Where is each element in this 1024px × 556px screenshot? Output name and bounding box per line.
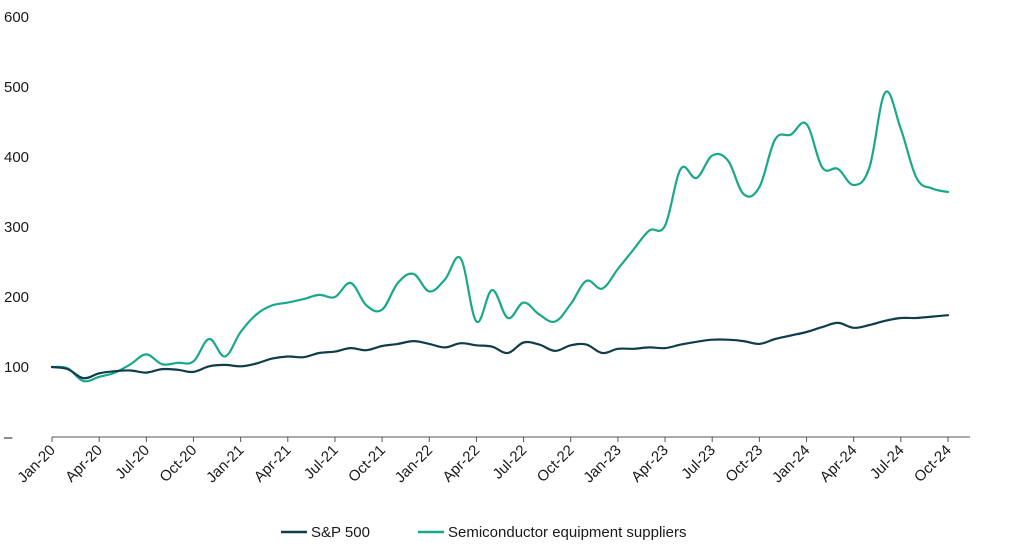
x-tick-label: Jul-21 xyxy=(301,442,342,483)
x-tick-label: Oct-22 xyxy=(534,442,578,486)
x-tick-label: Jan-20 xyxy=(14,442,58,486)
series-line-semiconductor-equipment xyxy=(50,90,950,383)
y-tick-label: 300 xyxy=(4,219,29,236)
x-tick-label: Oct-21 xyxy=(345,442,389,486)
x-tick-label: Jan-22 xyxy=(392,442,436,486)
x-axis: Jan-20 Apr-20 Jul-20 Oct-20 Jan-21 Apr-21 Jul-… xyxy=(14,436,970,486)
y-tick-label: 400 xyxy=(4,149,29,166)
x-tick-label: Jan-24 xyxy=(769,442,813,486)
x-tick-label: Apr-23 xyxy=(628,442,672,486)
legend-semiconductor-equipment-label: Semiconductor equipment suppliers xyxy=(448,524,686,541)
x-tick-label: Jan-23 xyxy=(580,442,624,486)
x-tick-label: Apr-24 xyxy=(817,442,861,486)
legend-sp500-label: S&P 500 xyxy=(311,524,370,541)
series-line-sp500 xyxy=(50,314,950,380)
x-tick-label: Apr-20 xyxy=(62,442,106,486)
x-tick-label: Apr-21 xyxy=(251,442,295,486)
x-tick-label: Jul-20 xyxy=(112,442,153,483)
y-tick-label: 100 xyxy=(4,359,29,376)
y-axis: – 100 200 300 400 500 600 xyxy=(4,9,29,446)
x-tick-label: Jul-22 xyxy=(489,442,530,483)
x-tick-label: Oct-20 xyxy=(156,442,200,486)
x-tick-label: Apr-22 xyxy=(439,442,483,486)
y-tick-label: 600 xyxy=(4,9,29,26)
x-tick-label: Oct-24 xyxy=(911,442,955,486)
x-tick-label: Oct-23 xyxy=(722,442,766,486)
x-tick-label: Jul-23 xyxy=(678,442,719,483)
x-tick-label: Jul-24 xyxy=(867,442,908,483)
series-layer xyxy=(50,90,950,383)
y-tick-label: 500 xyxy=(4,79,29,96)
legend: S&P 500 Semiconductor equipment suppliers xyxy=(281,524,686,541)
y-tick-label: – xyxy=(4,429,13,446)
y-tick-label: 200 xyxy=(4,289,29,306)
x-tick-label: Jan-21 xyxy=(203,442,247,486)
